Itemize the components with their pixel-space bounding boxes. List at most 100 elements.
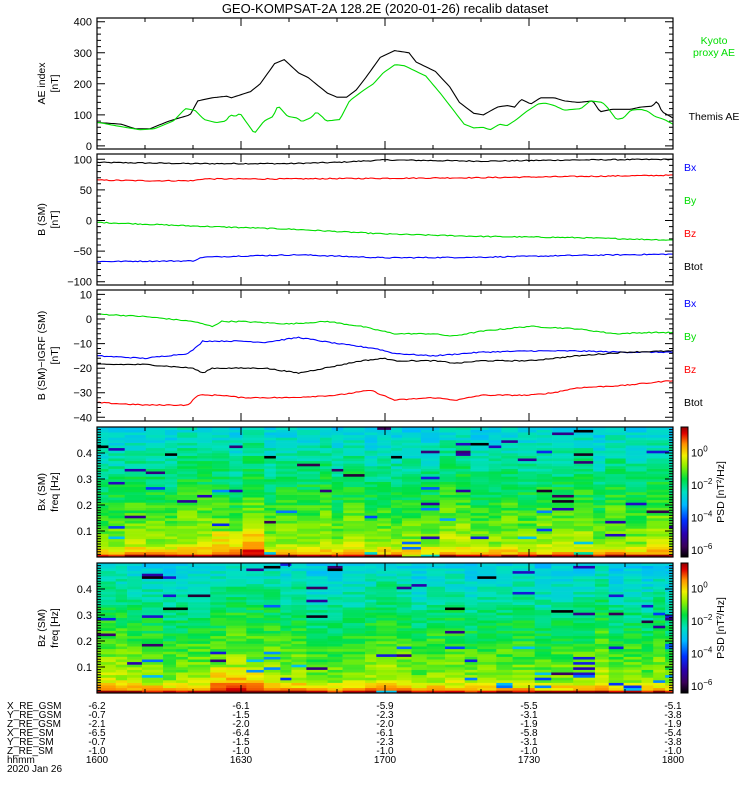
spectrogram-cell <box>623 672 642 676</box>
spectrogram-cell <box>512 677 535 681</box>
spectrogram-cell <box>669 450 674 454</box>
spectrogram-cell <box>439 502 457 506</box>
spectrogram-cell <box>641 659 654 663</box>
spectrogram-cell <box>669 528 674 532</box>
spectrogram-cell <box>552 463 575 467</box>
spectrogram-cell <box>115 625 128 629</box>
spectrogram-cell <box>97 630 117 634</box>
spectrogram-cell <box>127 667 143 670</box>
spectrogram-cell <box>246 682 265 686</box>
spectrogram-cell <box>376 661 397 665</box>
spectrogram-cell <box>594 615 610 618</box>
spectrogram-cell <box>625 518 647 521</box>
spectrogram-cell <box>242 546 265 550</box>
spectrogram-cell <box>319 427 332 430</box>
spectrogram-cell <box>365 633 377 637</box>
spectrogram-cell <box>263 635 281 639</box>
spectrogram-cell <box>177 518 198 521</box>
spectrogram-cell <box>669 502 674 506</box>
ephemeris-value: -1.0 <box>88 746 106 757</box>
spectrogram-cell <box>605 484 626 488</box>
spectrogram-cell <box>97 486 109 490</box>
spectrogram-cell <box>455 442 471 446</box>
spectrogram-cell <box>364 463 378 467</box>
spectrogram-cell <box>665 661 674 665</box>
spectrogram-cell <box>512 633 535 637</box>
spectrogram-cell <box>477 674 497 678</box>
spectrogram-cell <box>187 651 211 655</box>
spectrogram-cell <box>291 563 307 566</box>
spectrogram-cell <box>229 460 243 464</box>
spectrogram-cell <box>501 546 519 550</box>
spectrogram-cell <box>242 518 265 521</box>
spectrogram-cell <box>420 473 440 477</box>
spectrogram-cell <box>623 612 642 616</box>
spectrogram-cell <box>608 617 624 621</box>
spectrogram-cell <box>306 635 328 639</box>
spectrogram-cell <box>512 563 535 566</box>
spectrogram-cell <box>420 546 440 550</box>
spectrogram-cell <box>445 690 466 694</box>
spectrogram-cell <box>534 609 552 613</box>
spectrogram-cell <box>512 581 535 585</box>
spectrogram-cell <box>573 669 596 673</box>
colorbar-tick-label: 10−2 <box>691 477 713 492</box>
spectrogram-cell <box>364 447 378 451</box>
spectrogram-cell <box>573 607 596 611</box>
spectrogram-cell <box>605 473 626 477</box>
spectrogram-cell <box>210 672 227 676</box>
spectrogram-cell <box>115 578 128 582</box>
spectrogram-cell <box>365 654 377 657</box>
spectrogram-cell <box>426 609 446 613</box>
spectrogram-cell <box>275 512 298 516</box>
spectrogram-cell <box>264 492 277 495</box>
spectrogram-cell <box>177 471 198 475</box>
spectrogram-cell <box>605 515 626 519</box>
spectrogram-cell <box>512 576 535 579</box>
spectrogram-cell <box>608 615 624 618</box>
spectrogram-cell <box>280 594 292 598</box>
spectrogram-cell <box>264 544 277 547</box>
spectrogram-cell <box>319 471 332 475</box>
spectrogram-cell <box>646 528 670 532</box>
spectrogram-cell <box>426 682 446 686</box>
spectrogram-cell <box>141 625 164 629</box>
spectrogram-cell <box>141 570 164 574</box>
spectrogram-cell <box>291 581 307 585</box>
spectrogram-cell <box>165 528 178 532</box>
spectrogram-cell <box>608 578 624 582</box>
spectrogram-cell <box>593 440 606 443</box>
spectrogram-cell <box>365 607 377 611</box>
spectrogram-cell <box>464 667 478 670</box>
spectrogram-cell <box>141 667 164 670</box>
spectrogram-cell <box>197 515 213 519</box>
spectrogram-cell <box>501 507 519 511</box>
spectrogram-cell <box>625 554 647 558</box>
spectrogram-cell <box>127 635 143 639</box>
spectrogram-cell <box>439 507 457 511</box>
spectrogram-cell <box>625 463 647 467</box>
spectrogram-cell <box>396 591 412 595</box>
spectrogram-cell <box>646 523 670 527</box>
spectrogram-cell <box>343 528 365 532</box>
spectrogram-cell <box>275 440 298 443</box>
spectrogram-cell <box>496 667 513 670</box>
spectrogram-cell <box>197 505 213 508</box>
spectrogram-cell <box>364 445 378 449</box>
spectrogram-cell <box>391 538 403 542</box>
spectrogram-cell <box>343 473 365 477</box>
spectrogram-cell <box>226 664 247 668</box>
spectrogram-cell <box>411 586 427 590</box>
spectrogram-cell <box>625 492 647 495</box>
spectrogram-cell <box>608 690 624 694</box>
spectrogram-cell <box>210 674 227 678</box>
spectrogram-cell <box>280 620 292 624</box>
spectrogram-cell <box>108 499 125 503</box>
spectrogram-cell <box>665 690 674 694</box>
spectrogram-cell <box>165 510 178 514</box>
spectrogram-cell <box>291 648 307 652</box>
spectrogram-cell <box>653 641 666 644</box>
spectrogram-cell <box>573 481 594 485</box>
spectrogram-cell <box>593 538 606 542</box>
